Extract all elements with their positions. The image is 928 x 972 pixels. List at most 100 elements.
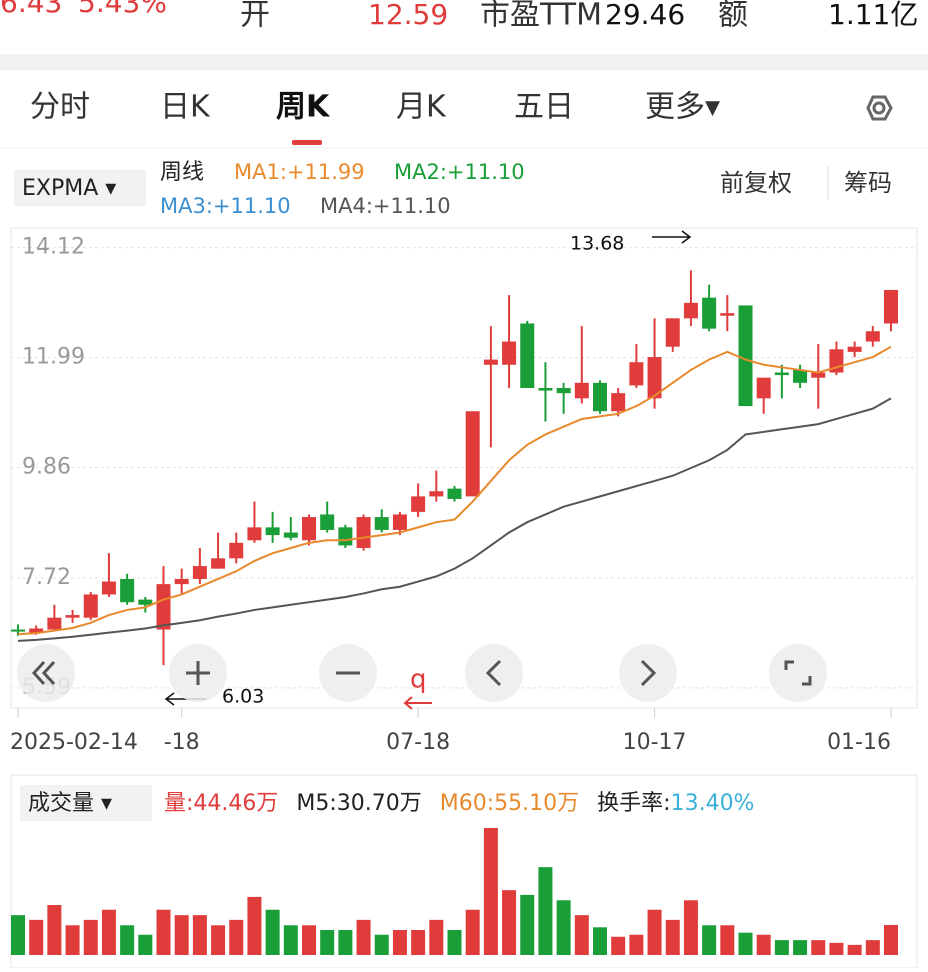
candle-body <box>392 514 407 530</box>
candle-body <box>283 532 298 538</box>
candle-body <box>774 372 789 376</box>
volume-bar <box>811 940 826 955</box>
annotation: 13.68 <box>570 233 624 255</box>
volume-bar <box>320 930 335 955</box>
volume-bar <box>247 896 262 955</box>
ma-label: MA2:+11.10 <box>394 160 525 184</box>
tab[interactable]: 分时 <box>30 90 90 125</box>
volume-bar <box>793 940 808 955</box>
y-tick-label: 9.86 <box>22 454 71 479</box>
candle-body <box>265 527 280 536</box>
candle-body <box>756 377 771 399</box>
volume-bar <box>138 934 153 955</box>
candle-body <box>29 628 44 633</box>
volume-name[interactable]: 成交量 ▾ <box>28 791 112 816</box>
volume-bar <box>502 890 517 955</box>
indicator-select[interactable] <box>14 170 146 206</box>
volume-bar <box>374 934 389 955</box>
candle-body <box>556 388 571 394</box>
tab[interactable]: 更多▾ <box>645 90 720 125</box>
candle-body <box>174 578 189 585</box>
volume-chart <box>11 828 898 955</box>
settings-icon[interactable] <box>866 95 893 121</box>
candle-body <box>156 584 171 630</box>
candle-body <box>192 566 207 579</box>
volume-bar <box>465 909 480 955</box>
volume-bar <box>483 828 498 955</box>
arrow <box>652 230 692 244</box>
candle-body <box>647 357 662 399</box>
candle-body <box>683 302 698 319</box>
candle-body <box>83 594 98 618</box>
tab[interactable]: 五日 <box>514 90 574 125</box>
candle-body <box>884 289 898 324</box>
candle-body <box>320 514 335 530</box>
volume-bar <box>447 930 462 955</box>
candle-body <box>229 542 244 559</box>
candle-body <box>356 517 371 548</box>
volume-bar <box>83 919 98 955</box>
volume-bar <box>629 934 644 955</box>
volume-legend: 量:44.46万 M5:30.70万 M60:55.10万 换手率: 13.40% <box>164 791 754 816</box>
volume-legend-item: 13.40% <box>671 791 755 816</box>
volume-bar <box>538 867 553 955</box>
tab-active[interactable]: 周K <box>276 90 331 125</box>
candle-body <box>120 578 135 603</box>
plot-frame <box>10 227 918 709</box>
candle-body <box>593 382 607 412</box>
volume-bar <box>774 940 789 955</box>
candle-body <box>611 393 626 412</box>
value: 29.46 <box>605 0 685 31</box>
value: 1.11亿 <box>828 0 918 31</box>
volume-bar <box>520 894 535 955</box>
candle-body <box>811 372 826 378</box>
volume-bar <box>11 915 25 955</box>
volume-bar <box>174 915 189 955</box>
x-tick-label: -18 <box>164 730 200 755</box>
volume-legend-item: 量:44.46万 <box>164 791 278 816</box>
volume-bar <box>229 919 244 955</box>
candle-body <box>665 318 680 347</box>
btn-fullscreen[interactable] <box>769 644 827 702</box>
annotation: 6.03 <box>222 686 264 708</box>
tab[interactable]: 月K <box>396 90 447 125</box>
volume-bar <box>120 925 135 955</box>
x-tick-label: 2025-02-14 <box>10 730 138 755</box>
candle-body <box>793 369 808 383</box>
volume-bar <box>884 924 898 955</box>
volume-bar <box>720 925 735 955</box>
tab[interactable]: 日K <box>160 90 211 125</box>
volume-bar <box>65 925 80 955</box>
candle-body <box>520 323 535 388</box>
candle-body <box>338 527 353 546</box>
btn-next[interactable] <box>619 644 677 702</box>
volume-legend-item: M5:30.70万 <box>296 791 421 816</box>
volume-legend-item: 换手率: <box>597 791 670 816</box>
volume-bar <box>702 925 717 955</box>
candle-body <box>429 491 444 497</box>
volume-bar <box>738 932 753 955</box>
candle-body <box>302 517 316 541</box>
button[interactable]: 筹码 <box>844 169 892 197</box>
candle-body <box>374 517 389 530</box>
tab-underline <box>292 140 322 145</box>
volume-bar <box>411 930 426 955</box>
ma-label: MA3:+11.10 <box>160 194 291 218</box>
volume-bar <box>647 909 662 955</box>
x-tick-label: 01-16 <box>827 730 891 755</box>
button[interactable]: 前复权 <box>720 169 792 197</box>
candle-body <box>538 388 553 391</box>
icon: q <box>410 665 427 695</box>
value: 12.59 <box>368 0 448 31</box>
volume-bar <box>574 915 589 955</box>
candle-body <box>247 527 262 541</box>
volume-select[interactable] <box>20 785 152 821</box>
candle-body <box>738 305 753 407</box>
y-tick-label: 14.12 <box>22 235 85 260</box>
candle-body <box>11 629 25 632</box>
btn-prev[interactable] <box>465 644 523 702</box>
candle-body <box>702 297 717 329</box>
ma-line <box>17 397 892 642</box>
indicator-name[interactable]: EXPMA ▾ <box>22 176 116 201</box>
